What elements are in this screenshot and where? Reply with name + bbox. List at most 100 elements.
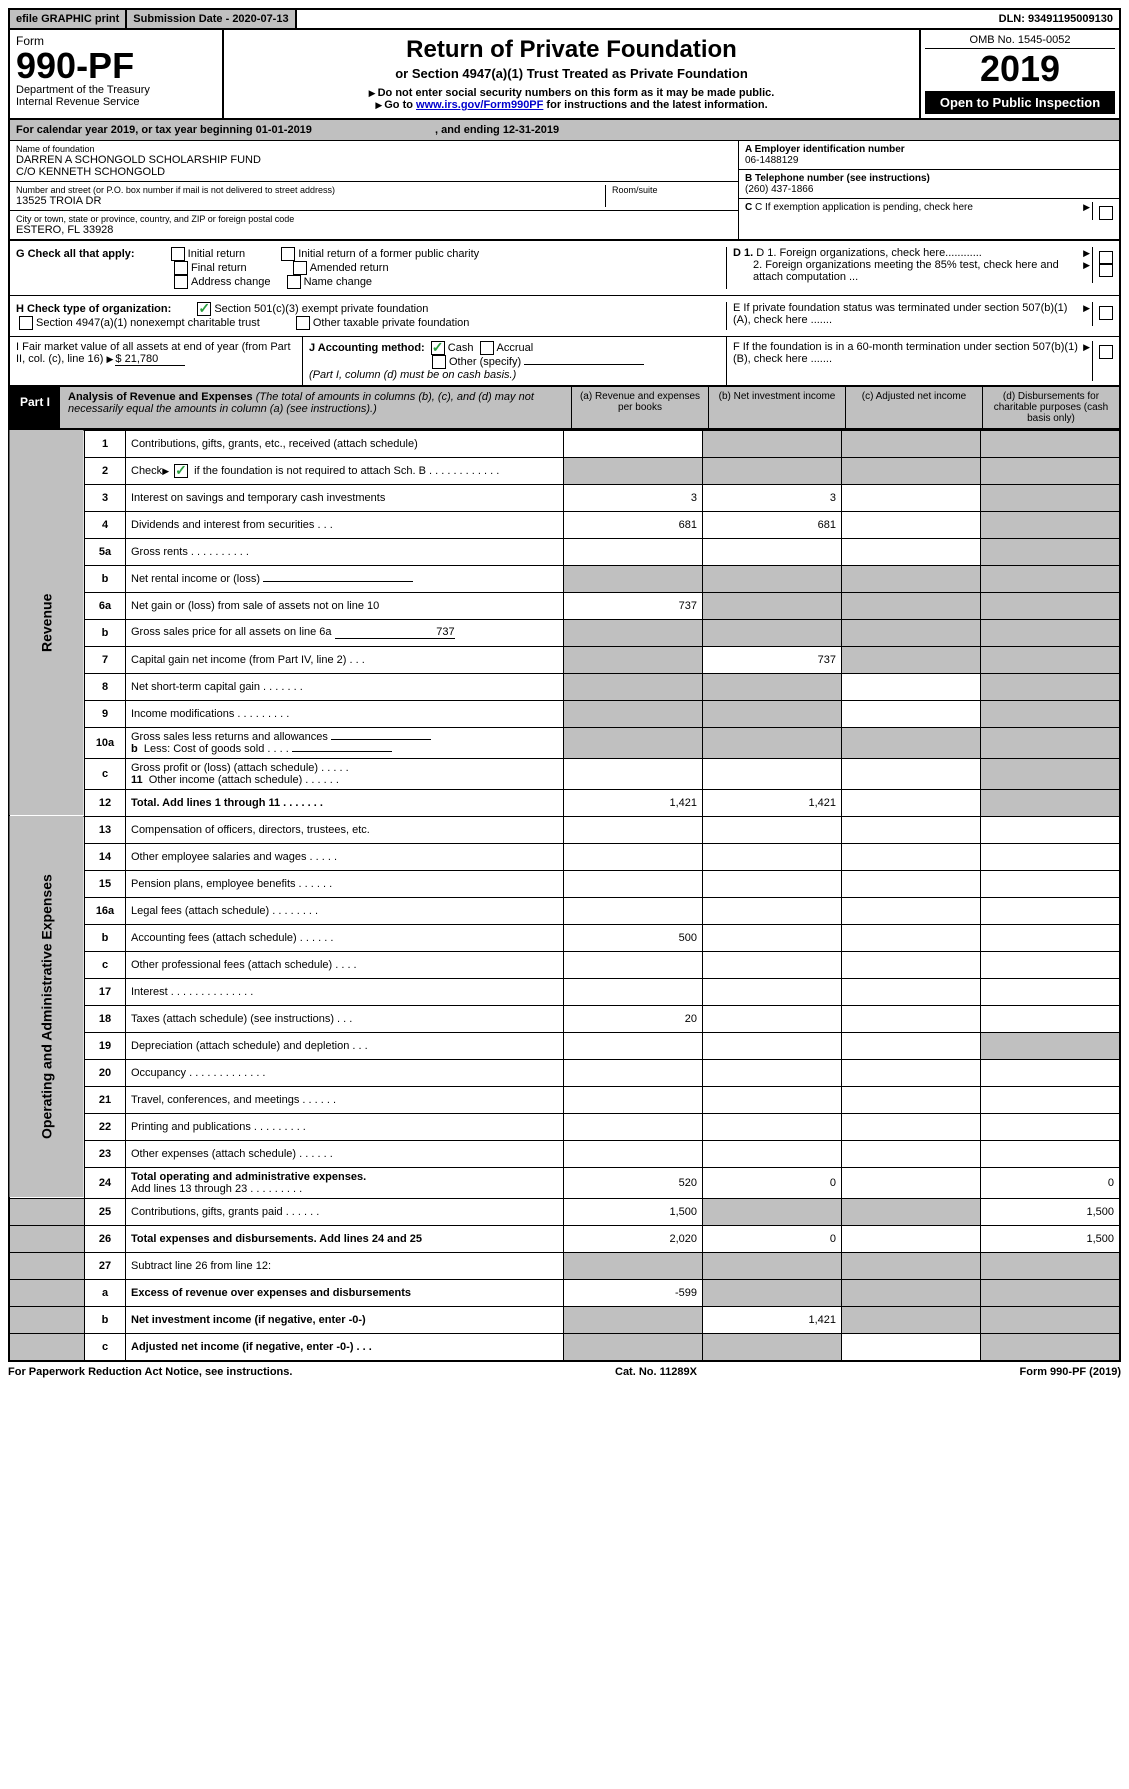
foundation-name1: DARREN A SCHONGOLD SCHOLARSHIP FUND bbox=[16, 154, 732, 166]
col-b-header: (b) Net investment income bbox=[708, 387, 845, 428]
city-row: City or town, state or province, country… bbox=[10, 211, 738, 239]
ein-row: A Employer identification number 06-1488… bbox=[739, 141, 1119, 170]
line-16a: 16aLegal fees (attach schedule) . . . . … bbox=[9, 897, 1120, 924]
j-cash-label: Cash bbox=[448, 342, 474, 354]
g-label: G Check all that apply: bbox=[16, 248, 135, 260]
j-accrual-checkbox[interactable] bbox=[480, 341, 494, 355]
line-1: Revenue 1Contributions, gifts, grants, e… bbox=[9, 430, 1120, 457]
line-6a: 6aNet gain or (loss) from sale of assets… bbox=[9, 592, 1120, 619]
c-checkbox[interactable] bbox=[1099, 206, 1113, 220]
section-ij: I Fair market value of all assets at end… bbox=[8, 337, 1121, 387]
city-value: ESTERO, FL 33928 bbox=[16, 224, 732, 236]
e-checkbox[interactable] bbox=[1099, 306, 1113, 320]
ein-value: 06-1488129 bbox=[745, 155, 798, 166]
j-accrual-label: Accrual bbox=[497, 342, 534, 354]
top-bar: efile GRAPHIC print Submission Date - 20… bbox=[8, 8, 1121, 30]
dln-value: DLN: 93491195009130 bbox=[993, 10, 1119, 28]
footer-left: For Paperwork Reduction Act Notice, see … bbox=[8, 1366, 292, 1378]
line-18: 18Taxes (attach schedule) (see instructi… bbox=[9, 1005, 1120, 1032]
form-title: Return of Private Foundation bbox=[230, 36, 913, 64]
name-label: Name of foundation bbox=[16, 144, 732, 154]
instructions-link[interactable]: www.irs.gov/Form990PF bbox=[416, 99, 543, 111]
line-5a: 5aGross rents . . . . . . . . . . bbox=[9, 538, 1120, 565]
line-22: 22Printing and publications . . . . . . … bbox=[9, 1113, 1120, 1140]
line-13: Operating and Administrative Expenses 13… bbox=[9, 816, 1120, 843]
form-header: Form 990-PF Department of the Treasury I… bbox=[8, 30, 1121, 120]
j-other-label: Other (specify) bbox=[449, 356, 521, 368]
footer-mid: Cat. No. 11289X bbox=[615, 1366, 697, 1378]
name-change-label: Name change bbox=[304, 276, 373, 288]
amended-return-label: Amended return bbox=[310, 262, 389, 274]
final-return-label: Final return bbox=[191, 262, 247, 274]
line-27b: bNet investment income (if negative, ent… bbox=[9, 1306, 1120, 1333]
initial-former-checkbox[interactable] bbox=[281, 247, 295, 261]
footer: For Paperwork Reduction Act Notice, see … bbox=[8, 1362, 1121, 1378]
ledger-table: Revenue 1Contributions, gifts, grants, e… bbox=[8, 430, 1121, 1362]
ein-label: A Employer identification number bbox=[745, 144, 905, 155]
h-other-label: Other taxable private foundation bbox=[313, 317, 470, 329]
line-12: 12Total. Add lines 1 through 11 . . . . … bbox=[9, 789, 1120, 816]
city-label: City or town, state or province, country… bbox=[16, 214, 732, 224]
foundation-name-row: Name of foundation DARREN A SCHONGOLD SC… bbox=[10, 141, 738, 182]
addr-change-label: Address change bbox=[191, 276, 271, 288]
h-4947-checkbox[interactable] bbox=[19, 316, 33, 330]
section-h: H Check type of organization: Section 50… bbox=[8, 296, 1121, 337]
line-5b: bNet rental income or (loss) bbox=[9, 565, 1120, 592]
header-right: OMB No. 1545-0052 2019 Open to Public In… bbox=[921, 30, 1119, 118]
j-cash-checkbox[interactable] bbox=[431, 341, 445, 355]
irs-label: Internal Revenue Service bbox=[16, 96, 216, 108]
form-number: 990-PF bbox=[16, 48, 216, 84]
efile-print-button[interactable]: efile GRAPHIC print bbox=[10, 10, 127, 28]
addr-value: 13525 TROIA DR bbox=[16, 195, 605, 207]
line-27c: cAdjusted net income (if negative, enter… bbox=[9, 1333, 1120, 1361]
line-14: 14Other employee salaries and wages . . … bbox=[9, 843, 1120, 870]
header-left: Form 990-PF Department of the Treasury I… bbox=[10, 30, 224, 118]
final-return-checkbox[interactable] bbox=[174, 261, 188, 275]
cal-begin: For calendar year 2019, or tax year begi… bbox=[16, 124, 312, 136]
foundation-name2: C/O KENNETH SCHONGOLD bbox=[16, 166, 732, 178]
j-note: (Part I, column (d) must be on cash basi… bbox=[309, 369, 516, 381]
c-row: C C If exemption application is pending,… bbox=[739, 199, 1119, 223]
h-label: H Check type of organization: bbox=[16, 303, 171, 315]
line-21: 21Travel, conferences, and meetings . . … bbox=[9, 1086, 1120, 1113]
room-label: Room/suite bbox=[612, 185, 732, 195]
line-27a: aExcess of revenue over expenses and dis… bbox=[9, 1279, 1120, 1306]
schb-checkbox[interactable] bbox=[174, 464, 188, 478]
i-cell: I Fair market value of all assets at end… bbox=[10, 337, 303, 385]
i-value: $ 21,780 bbox=[115, 353, 185, 366]
j-other-checkbox[interactable] bbox=[432, 355, 446, 369]
phone-row: B Telephone number (see instructions) (2… bbox=[739, 170, 1119, 199]
line-16b: bAccounting fees (attach schedule) . . .… bbox=[9, 924, 1120, 951]
d2-checkbox[interactable] bbox=[1099, 263, 1113, 277]
c-label: C If exemption application is pending, c… bbox=[755, 202, 973, 213]
section-g: G Check all that apply: Initial return I… bbox=[8, 241, 1121, 296]
j-cell: J Accounting method: Cash Accrual Other … bbox=[303, 337, 727, 385]
revenue-label: Revenue bbox=[9, 430, 85, 816]
e-label: E If private foundation status was termi… bbox=[733, 302, 1083, 326]
line-10c-11: cGross profit or (loss) (attach schedule… bbox=[9, 758, 1120, 789]
part1-tag: Part I bbox=[10, 387, 60, 428]
line-8: 8Net short-term capital gain . . . . . .… bbox=[9, 673, 1120, 700]
f-checkbox[interactable] bbox=[1099, 345, 1113, 359]
line-9: 9Income modifications . . . . . . . . . bbox=[9, 700, 1120, 727]
line-16c: cOther professional fees (attach schedul… bbox=[9, 951, 1120, 978]
name-change-checkbox[interactable] bbox=[287, 275, 301, 289]
line-20: 20Occupancy . . . . . . . . . . . . . bbox=[9, 1059, 1120, 1086]
line-3: 3Interest on savings and temporary cash … bbox=[9, 484, 1120, 511]
tax-year: 2019 bbox=[925, 49, 1115, 89]
col-c-header: (c) Adjusted net income bbox=[845, 387, 982, 428]
j-label: J Accounting method: bbox=[309, 342, 425, 354]
dept-treasury: Department of the Treasury bbox=[16, 84, 216, 96]
h-4947-label: Section 4947(a)(1) nonexempt charitable … bbox=[36, 317, 260, 329]
form-subtitle: or Section 4947(a)(1) Trust Treated as P… bbox=[230, 66, 913, 81]
h-501c3-checkbox[interactable] bbox=[197, 302, 211, 316]
line-27: 27Subtract line 26 from line 12: bbox=[9, 1252, 1120, 1279]
address-row: Number and street (or P.O. box number if… bbox=[10, 182, 738, 211]
calendar-year-row: For calendar year 2019, or tax year begi… bbox=[8, 120, 1121, 141]
h-other-checkbox[interactable] bbox=[296, 316, 310, 330]
addr-change-checkbox[interactable] bbox=[174, 275, 188, 289]
initial-return-label: Initial return bbox=[188, 248, 245, 260]
amended-return-checkbox[interactable] bbox=[293, 261, 307, 275]
initial-return-checkbox[interactable] bbox=[171, 247, 185, 261]
line-15: 15Pension plans, employee benefits . . .… bbox=[9, 870, 1120, 897]
